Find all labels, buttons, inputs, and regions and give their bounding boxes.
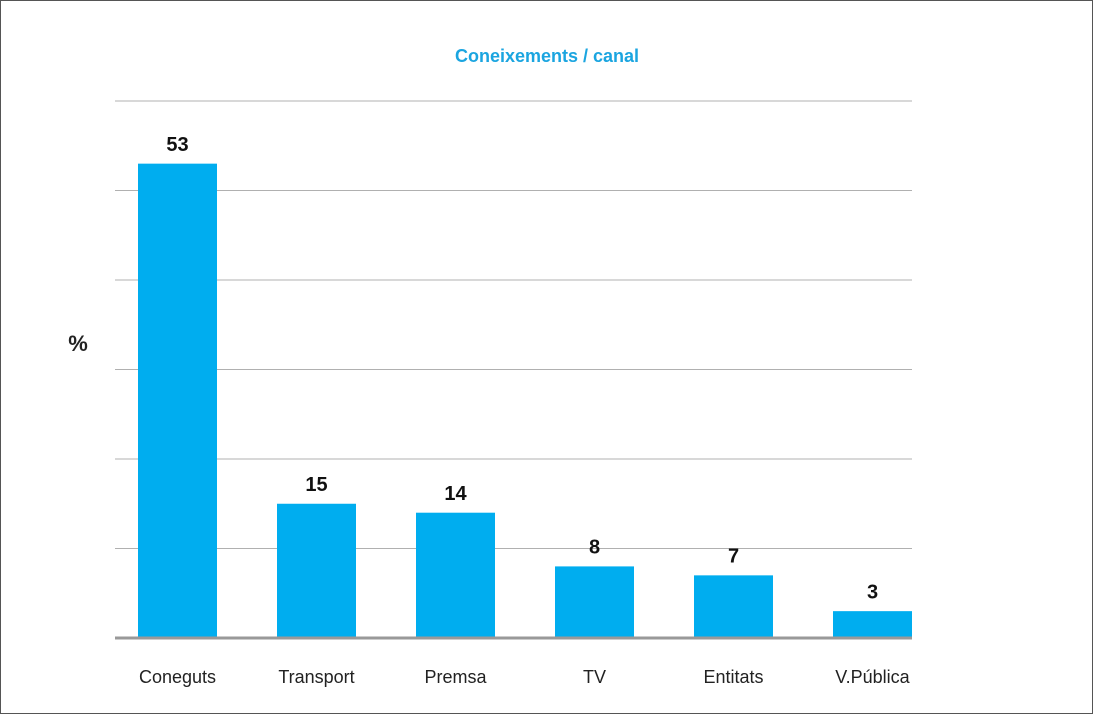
chart-title: Coneixements / canal bbox=[455, 46, 639, 66]
bar bbox=[833, 611, 912, 638]
x-tick-label: Transport bbox=[278, 667, 354, 687]
x-tick-label: TV bbox=[583, 667, 606, 687]
bar bbox=[138, 163, 217, 638]
data-label: 8 bbox=[589, 537, 600, 559]
data-label: 14 bbox=[444, 483, 467, 505]
data-label: 7 bbox=[728, 546, 739, 568]
x-tick-label: Premsa bbox=[424, 667, 487, 687]
bar bbox=[694, 575, 773, 638]
bar bbox=[416, 512, 495, 638]
data-label: 15 bbox=[305, 474, 327, 496]
y-axis-label: % bbox=[68, 331, 88, 356]
x-tick-label: V.Pública bbox=[835, 667, 910, 687]
data-label: 53 bbox=[166, 134, 188, 156]
x-tick-label: Coneguts bbox=[139, 667, 216, 687]
bar bbox=[277, 503, 356, 638]
data-label: 3 bbox=[867, 581, 878, 603]
bar bbox=[555, 566, 634, 638]
x-tick-label: Entitats bbox=[703, 667, 763, 687]
